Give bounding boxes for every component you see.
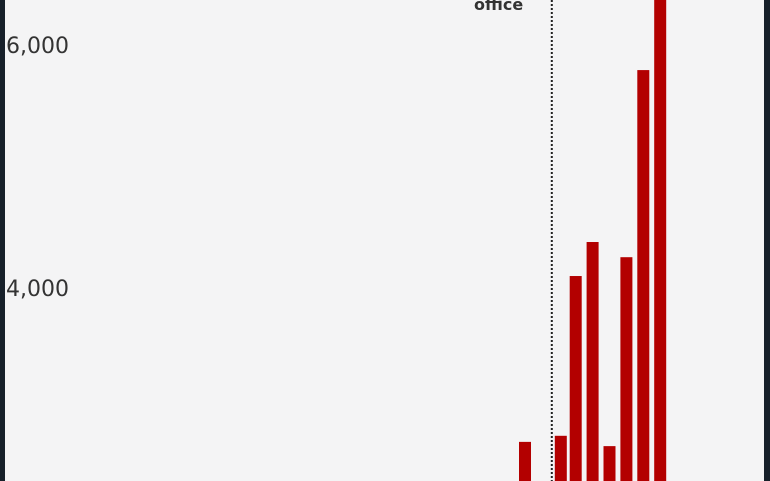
frame-left-border <box>0 0 5 481</box>
bar <box>569 276 582 481</box>
y-tick-label: 6,000 <box>6 34 69 59</box>
bar <box>620 257 633 481</box>
y-tick-label: 4,000 <box>6 277 69 302</box>
annotation-label: office <box>474 0 524 14</box>
bar <box>654 0 667 481</box>
bar <box>603 446 616 481</box>
bar <box>637 70 650 481</box>
bar <box>586 242 599 481</box>
bar <box>519 441 531 481</box>
bar <box>554 435 567 481</box>
frame-right-border <box>764 0 770 481</box>
